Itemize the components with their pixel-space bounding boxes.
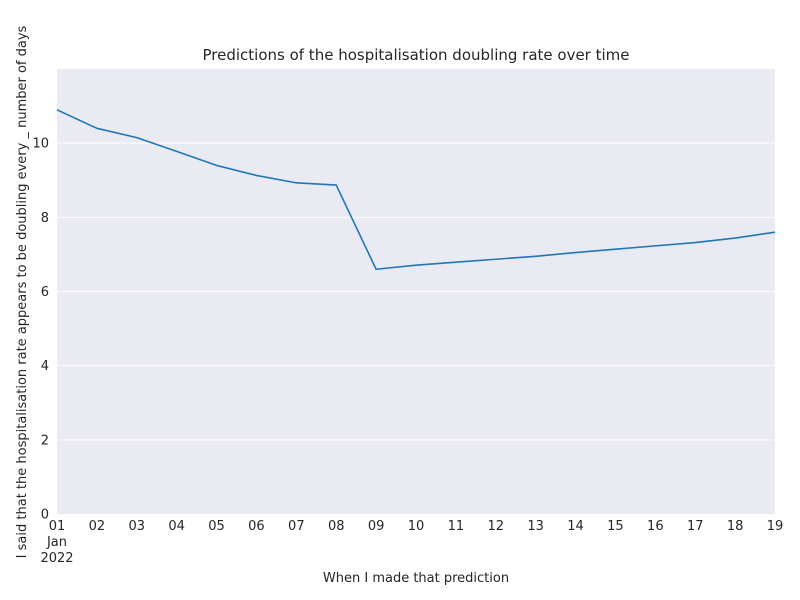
x-tick-label: 03: [129, 519, 146, 534]
x-tick-label: 08: [328, 519, 345, 534]
x-tick-label: 13: [527, 519, 544, 534]
x-tick-label: 10: [408, 519, 425, 534]
x-tick-label: 09: [368, 519, 385, 534]
x-tick-label: 01: [49, 519, 66, 534]
x-tick-label: 06: [248, 519, 265, 534]
y-tick-label: 4: [41, 359, 49, 374]
y-tick-label: 10: [32, 137, 49, 152]
x-tick-label: 18: [727, 519, 744, 534]
x-tick-label: 15: [607, 519, 624, 534]
x-axis-label: When I made that prediction: [323, 571, 509, 586]
y-tick-label: 0: [41, 508, 49, 523]
y-tick-label: 2: [41, 433, 49, 448]
chart-title: Predictions of the hospitalisation doubl…: [202, 46, 629, 64]
x-tick-label: 02: [89, 519, 106, 534]
x-secondary-month: Jan: [46, 535, 67, 550]
x-tick-label: 17: [687, 519, 704, 534]
x-tick-label: 05: [208, 519, 225, 534]
series-lines: [56, 109, 776, 271]
x-tick-label: 19: [767, 519, 784, 534]
series-line: [56, 109, 776, 271]
y-tick-label: 8: [41, 211, 49, 226]
x-tick-label: 04: [168, 519, 185, 534]
x-tick-label: 12: [488, 519, 505, 534]
x-tick-label: 11: [448, 519, 465, 534]
x-tick-label: 07: [288, 519, 305, 534]
gridlines: [57, 142, 775, 441]
y-tick-label: 6: [41, 285, 49, 300]
x-tick-labels: 01 02 03 04 05 06 07 08 09 10 11 12 13 14 15 16 17 18 19: [49, 519, 784, 534]
x-tick-label: 16: [647, 519, 664, 534]
y-axis-label: I said that the hospitalisation rate app…: [15, 25, 30, 558]
y-tick-labels: 0 2 4 6 8 10: [32, 137, 49, 523]
x-tick-label: 14: [567, 519, 584, 534]
x-secondary-year: 2022: [40, 551, 73, 566]
